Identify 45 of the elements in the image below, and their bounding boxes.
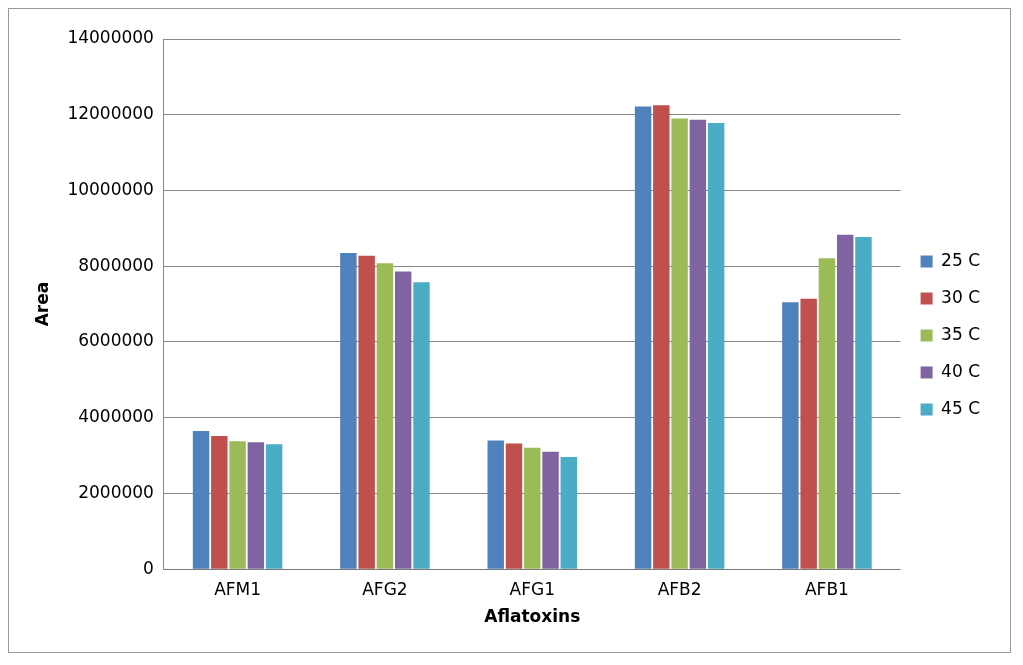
bar: [265, 444, 283, 569]
y-tick-label: 10000000: [67, 178, 154, 199]
y-tick-label: 14000000: [67, 27, 154, 48]
bar: [542, 451, 559, 569]
bar: [634, 106, 652, 569]
x-tick-label: AFM1: [214, 578, 262, 599]
x-tick-label: AFB1: [804, 578, 849, 599]
bar: [487, 440, 504, 569]
y-axis-title: Area: [31, 281, 52, 327]
bar: [358, 255, 375, 569]
bar: [229, 441, 246, 569]
bar: [394, 271, 412, 569]
bar: [836, 234, 854, 569]
bar: [192, 430, 210, 569]
x-tick-label: AFG2: [362, 578, 408, 599]
legend-label: 40 C: [941, 360, 980, 381]
legend-label: 25 C: [941, 249, 980, 270]
bar: [413, 282, 430, 569]
bar: [376, 263, 394, 569]
bar: [800, 298, 817, 569]
y-tick-label: 4000000: [78, 406, 154, 427]
legend-label: 45 C: [941, 397, 980, 418]
bar: [707, 123, 725, 569]
y-tick-label: 8000000: [78, 254, 154, 275]
bar: [505, 443, 523, 569]
bar: [671, 118, 688, 569]
bar: [782, 302, 799, 569]
y-tick-label: 6000000: [78, 330, 154, 351]
y-tick-label: 12000000: [67, 103, 154, 124]
bar: [340, 252, 357, 569]
x-axis-title: Aflatoxins: [484, 606, 581, 627]
x-tick-label: AFB2: [657, 578, 702, 599]
y-tick-label: 0: [143, 557, 154, 578]
legend-label: 35 C: [941, 323, 980, 344]
bar: [211, 435, 228, 569]
bar: [247, 442, 265, 569]
legend-label: 30 C: [941, 286, 980, 307]
bar: [855, 237, 872, 569]
y-tick-label: 2000000: [78, 481, 154, 502]
bar: [818, 258, 836, 569]
bar: [689, 119, 707, 569]
bar: [653, 105, 670, 569]
bar: [560, 457, 578, 569]
bar: [524, 447, 541, 569]
x-tick-label: AFG1: [509, 578, 555, 599]
